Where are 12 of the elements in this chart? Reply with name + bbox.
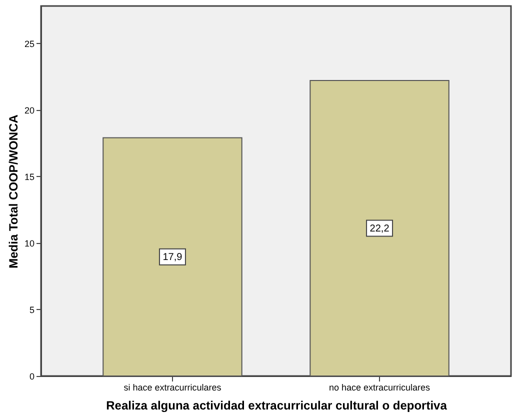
y-tick-label: 0 bbox=[29, 372, 34, 382]
x-axis-title: Realiza alguna actividad extracurricular cultural o deportiva bbox=[106, 398, 448, 412]
data-label: 17,9 bbox=[162, 252, 183, 263]
y-tick-label: 20 bbox=[24, 105, 34, 116]
y-axis-title: Media Total COOP/WONCA bbox=[6, 114, 20, 268]
y-tick-label: 15 bbox=[24, 172, 34, 182]
y-tick-label: 10 bbox=[24, 238, 34, 248]
x-tick-label: no hace extracurriculares bbox=[328, 382, 431, 392]
y-tick-label: 25 bbox=[24, 38, 34, 49]
data-label: 22,2 bbox=[370, 223, 390, 234]
y-tick-label: 5 bbox=[29, 304, 34, 315]
x-tick-label: si hace extracurriculares bbox=[124, 382, 222, 392]
